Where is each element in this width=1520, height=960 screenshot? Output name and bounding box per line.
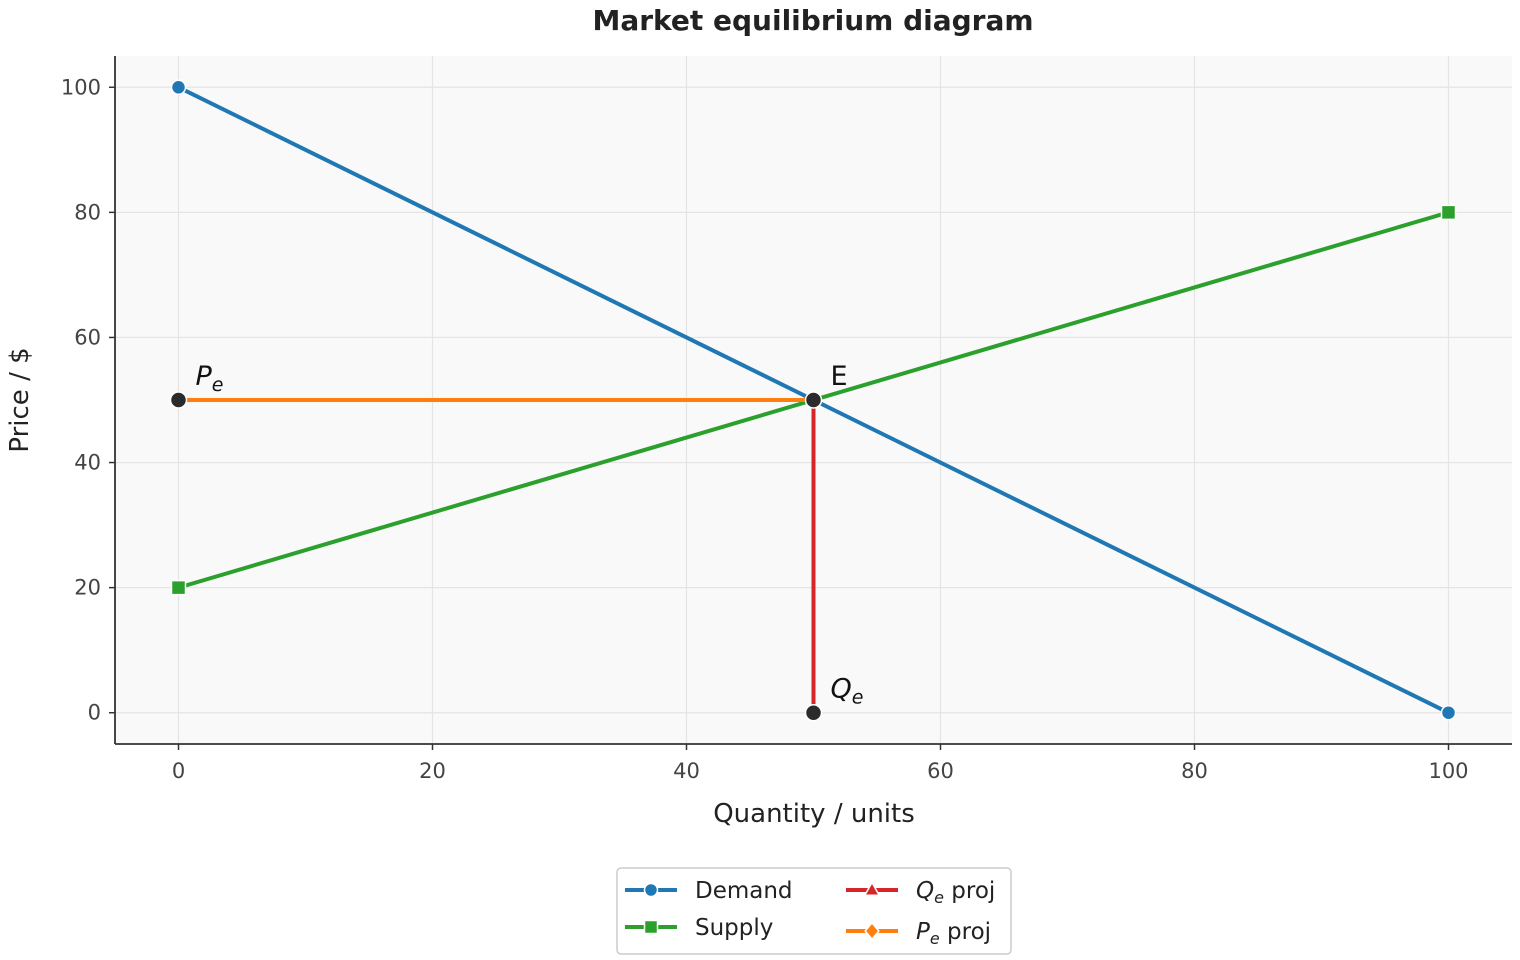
legend-swatch-marker [643,919,659,935]
point-0 [804,391,823,409]
legend-label: Pe proj [916,919,991,948]
annotation-2: Pe [196,361,224,396]
y-tick-label: 0 [88,701,101,725]
y-tick-label: 80 [74,200,101,224]
y-axis-label: Price / $ [5,347,35,452]
annotation-1: Qe [831,674,864,709]
x-tick-label: 80 [1181,759,1208,783]
x-tick-label: 0 [172,759,185,783]
x-axis-label: Quantity / units [713,799,915,829]
legend-swatch-marker [864,921,880,941]
axes [114,56,1512,745]
x-tick-label: 40 [673,759,700,783]
legend-entry-3: Pe proj [846,919,991,948]
equilibrium-points [169,391,823,722]
legend-label: Supply [695,915,773,941]
x-tick-label: 20 [419,759,446,783]
y-tick-label: 40 [74,451,101,475]
y-tick-label: 60 [74,325,101,349]
legend-swatch-marker [643,882,659,898]
series-marker-1 [170,579,187,596]
y-tick-label: 100 [61,75,101,99]
series-marker-0 [170,79,187,96]
series-marker-0 [1440,704,1457,721]
legend-label: Qe proj [916,878,995,907]
annotations: E Qe Pe [196,361,864,709]
series-marker-1 [1440,204,1457,221]
point-2 [169,391,188,409]
y-tick-label: 20 [74,576,101,600]
tick-labels: 0 20 40 60 80 100 0 20 40 60 80 100 [61,75,1469,783]
legend-frame [616,867,1012,955]
legend-entry-1: Supply [625,915,773,941]
annotation-0: E [831,361,848,392]
legend-entry-0: Demand [625,878,793,904]
legend: Demand Supply Qe proj Pe proj [616,867,1012,955]
x-tick-label: 60 [927,759,954,783]
legend-entry-2: Qe proj [846,878,995,907]
point-1 [804,703,823,722]
chart-title: Market equilibrium diagram [592,4,1033,37]
legend-label: Demand [695,878,793,904]
legend-swatch-marker [863,880,881,896]
x-tick-label: 100 [1428,759,1468,783]
